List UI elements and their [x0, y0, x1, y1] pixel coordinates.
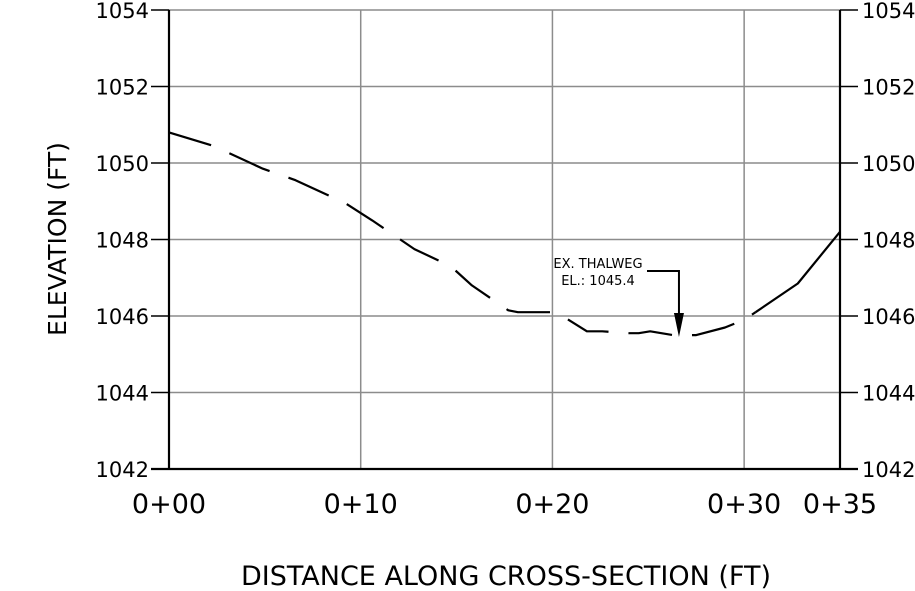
- y-axis-title: ELEVATION (FT): [43, 142, 72, 336]
- x-tick-label: 0+35: [803, 489, 877, 520]
- y-tick-label-right: 1050: [862, 152, 915, 176]
- annotation-arrowhead: [673, 313, 684, 338]
- annotation-label-line-2: EL.: 1045.4: [561, 274, 635, 289]
- y-tick-label-left: 1046: [96, 305, 149, 329]
- y-tick-label-left: 1054: [96, 0, 149, 23]
- x-axis-title: DISTANCE ALONG CROSS-SECTION (FT): [241, 561, 771, 591]
- y-tick-label-right: 1052: [862, 76, 915, 100]
- y-tick-label-left: 1048: [96, 229, 149, 253]
- y-tick-label-left: 1044: [96, 382, 149, 406]
- annotation-leader-line: [647, 270, 680, 322]
- y-tick-label-right: 1046: [862, 305, 915, 329]
- y-tick-label-left: 1052: [96, 76, 149, 100]
- annotation-label-line-1: EX. THALWEG: [553, 257, 642, 272]
- x-tick-label: 0+00: [132, 489, 206, 520]
- x-tick-label: 0+20: [515, 489, 589, 520]
- series-layer: [168, 131, 841, 337]
- tick-labels: 1042 1042 1044 1044 1046 1046 1048 1048 1050 1050…: [96, 0, 915, 520]
- x-tick-label: 0+30: [707, 489, 781, 520]
- x-tick-label: 0+10: [324, 489, 398, 520]
- y-tick-label-right: 1042: [862, 458, 915, 482]
- y-tick-label-right: 1054: [862, 0, 915, 23]
- y-tick-label-left: 1050: [96, 152, 149, 176]
- y-tick-label-left: 1042: [96, 458, 149, 482]
- existing-ground-dashed-line: [168, 131, 757, 337]
- thalweg-annotation: EX. THALWEG EL.: 1045.4: [553, 257, 684, 338]
- y-tick-label-right: 1048: [862, 229, 915, 253]
- existing-ground-solid-line: [754, 231, 841, 314]
- y-tick-label-right: 1044: [862, 382, 915, 406]
- axes: [151, 9, 858, 471]
- grid: [169, 9, 840, 469]
